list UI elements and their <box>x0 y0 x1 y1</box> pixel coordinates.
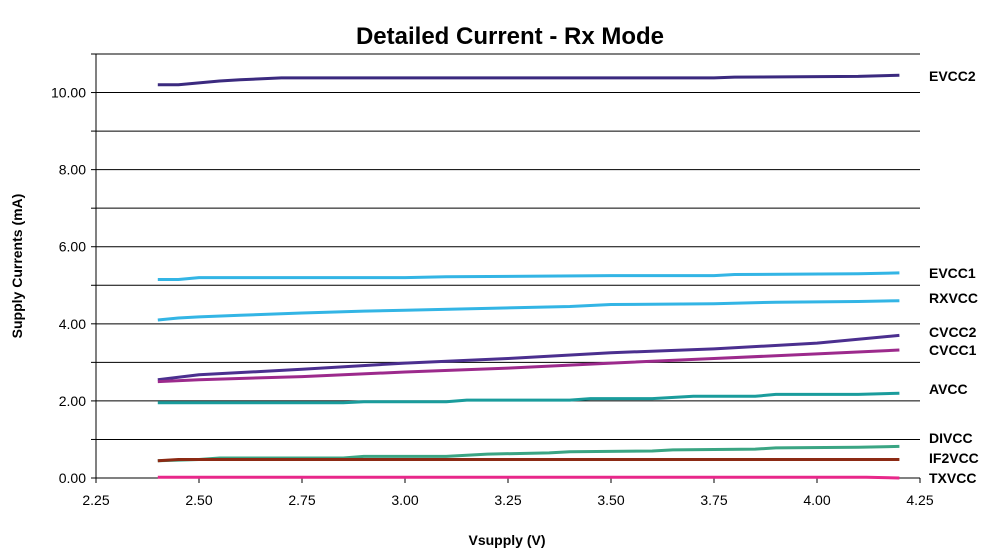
chart-title: Detailed Current - Rx Mode <box>356 23 664 50</box>
series-label-evcc1: EVCC1 <box>929 265 976 281</box>
series-label-avcc: AVCC <box>929 381 968 397</box>
y-tick-label: 8.00 <box>59 162 86 178</box>
series-line-cvcc2 <box>157 333 900 382</box>
series-label-divcc: DIVCC <box>929 430 973 446</box>
series-label-cvcc2: CVCC2 <box>929 324 977 340</box>
x-tick-label: 4.25 <box>906 492 933 508</box>
series-line-if2vcc <box>157 458 900 463</box>
series-label-if2vcc: IF2VCC <box>929 450 979 466</box>
x-tick-label: 3.25 <box>494 492 521 508</box>
x-axis-title: Vsupply (V) <box>468 532 545 548</box>
y-tick-label: 10.00 <box>51 85 86 101</box>
series-label-cvcc1: CVCC1 <box>929 342 977 358</box>
series-line-evcc1 <box>157 271 900 281</box>
series-line-rxvcc <box>157 299 900 322</box>
y-tick-label: 2.00 <box>59 393 86 409</box>
series-label-evcc2: EVCC2 <box>929 68 976 84</box>
x-tick-label: 4.00 <box>803 492 830 508</box>
series-line-txvcc <box>157 475 900 480</box>
x-tick-label: 2.75 <box>288 492 315 508</box>
series-line-evcc2 <box>157 73 900 87</box>
series-label-rxvcc: RXVCC <box>929 290 978 306</box>
series-line-cvcc1 <box>157 348 900 384</box>
y-axis-title: Supply Currents (mA) <box>9 194 25 339</box>
y-tick-label: 4.00 <box>59 316 86 332</box>
x-tick-label: 3.75 <box>700 492 727 508</box>
x-tick-label: 2.50 <box>185 492 212 508</box>
series-lines <box>157 73 900 480</box>
grid-lines <box>96 53 920 440</box>
series-labels: EVCC2 EVCC1 RXVCC CVCC2 CVCC1 AVCC DIVCC IF2VCC… <box>929 68 979 486</box>
series-line-avcc <box>157 391 900 405</box>
axis-ticks: 0.00 2.00 4.00 6.00 8.00 10.00 2.25 2.50 2.75 3.0… <box>51 53 934 508</box>
x-tick-label: 3.00 <box>391 492 418 508</box>
x-tick-label: 2.25 <box>82 492 109 508</box>
y-tick-label: 0.00 <box>59 470 86 486</box>
series-label-txvcc: TXVCC <box>929 470 976 486</box>
y-tick-label: 6.00 <box>59 239 86 255</box>
x-tick-label: 3.50 <box>597 492 624 508</box>
